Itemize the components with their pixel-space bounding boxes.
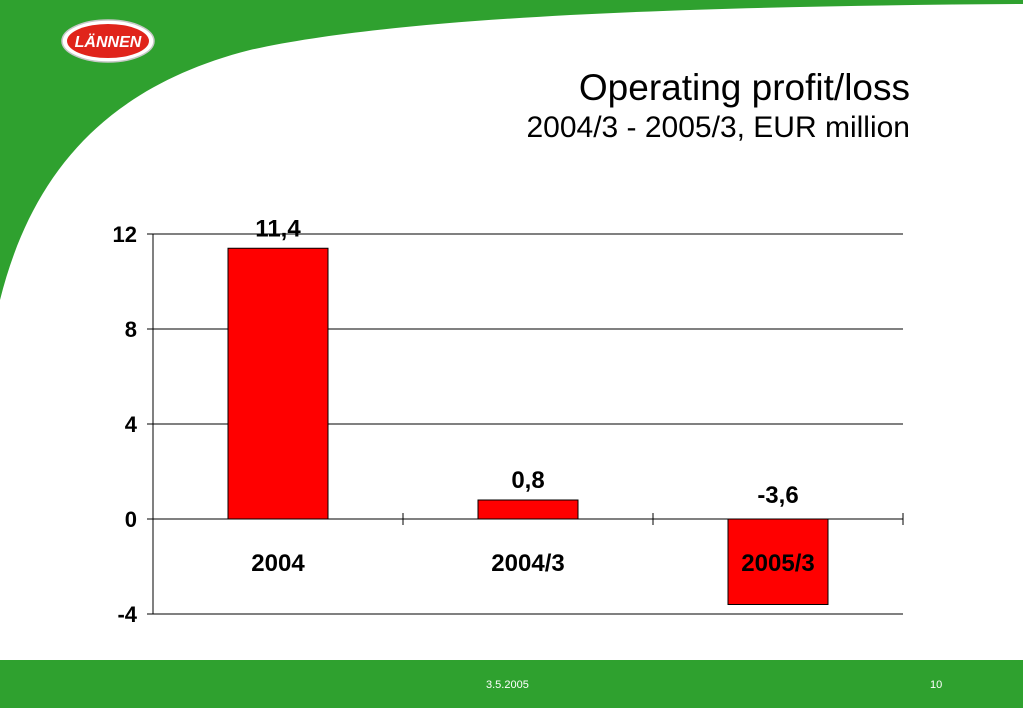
y-tick-label: 0 bbox=[125, 507, 137, 532]
svg-text:LÄNNEN: LÄNNEN bbox=[75, 33, 142, 51]
footer-bar: 3.5.2005 10 bbox=[0, 660, 1023, 708]
category-label: 2005/3 bbox=[741, 550, 814, 577]
slide-title-block: Operating profit/loss 2004/3 - 2005/3, E… bbox=[526, 66, 910, 146]
slide-title: Operating profit/loss bbox=[578, 67, 910, 108]
category-label: 2004 bbox=[251, 550, 305, 577]
y-tick-label: -4 bbox=[117, 602, 137, 627]
data-label: 0,8 bbox=[511, 467, 544, 494]
slide-subtitle: 2004/3 - 2005/3, EUR million bbox=[526, 111, 910, 144]
data-label: -3,6 bbox=[757, 482, 798, 509]
y-tick-label: 4 bbox=[125, 412, 138, 437]
category-label: 2004/3 bbox=[491, 550, 564, 577]
company-logo: LÄNNEN bbox=[60, 18, 156, 64]
bar bbox=[477, 499, 579, 520]
data-label: 11,4 bbox=[255, 215, 301, 242]
y-tick-label: 12 bbox=[113, 222, 137, 247]
bar bbox=[227, 247, 329, 520]
y-tick-label: 8 bbox=[125, 317, 137, 342]
footer-date: 3.5.2005 bbox=[486, 679, 529, 691]
page-number: 10 bbox=[930, 679, 943, 691]
